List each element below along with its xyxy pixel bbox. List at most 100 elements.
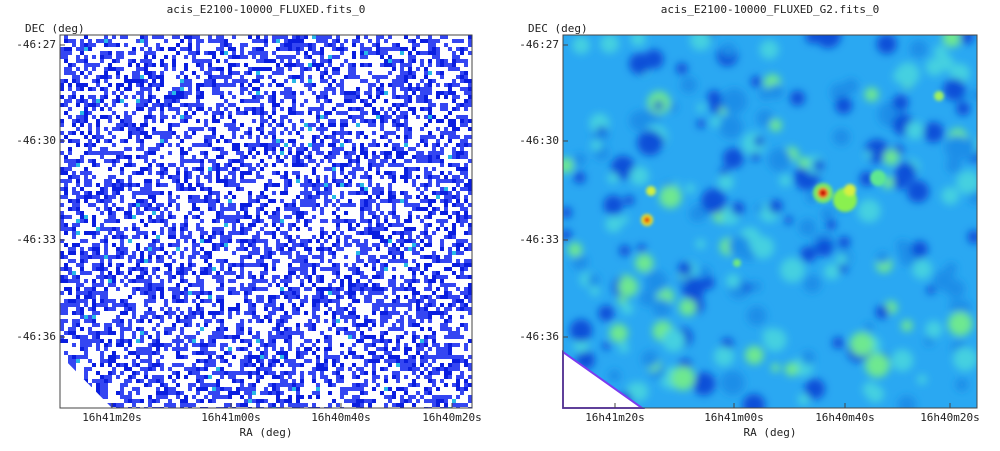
pixel: [108, 331, 112, 335]
pixel: [256, 399, 260, 403]
pixel: [324, 375, 328, 379]
pixel: [136, 207, 140, 211]
pixel: [436, 71, 440, 75]
pixel: [144, 231, 148, 235]
pixel: [72, 39, 76, 43]
pixel: [308, 339, 312, 343]
pixel: [420, 79, 424, 83]
pixel: [436, 183, 440, 187]
pixel: [112, 211, 116, 215]
pixel: [192, 283, 196, 287]
pixel: [228, 127, 232, 131]
pixel: [112, 279, 116, 283]
pixel: [152, 191, 156, 195]
pixel: [100, 87, 104, 91]
pixel: [364, 35, 368, 39]
pixel: [212, 163, 216, 167]
pixel: [148, 359, 152, 363]
pixel: [116, 191, 120, 195]
pixel: [60, 123, 64, 127]
pixel: [396, 79, 400, 83]
pixel: [328, 151, 332, 155]
pixel: [136, 63, 140, 67]
pixel: [424, 75, 428, 79]
pixel: [220, 287, 224, 291]
pixel: [108, 379, 112, 383]
pixel: [260, 115, 264, 119]
pixel: [384, 111, 388, 115]
pixel: [212, 395, 216, 399]
pixel: [84, 63, 88, 67]
pixel: [392, 267, 396, 271]
pixel: [176, 271, 180, 275]
pixel: [72, 203, 76, 207]
pixel: [192, 335, 196, 339]
pixel: [432, 167, 436, 171]
pixel: [116, 319, 120, 323]
pixel: [68, 51, 72, 55]
pixel: [408, 203, 412, 207]
pixel: [232, 83, 236, 87]
pixel: [424, 375, 428, 379]
pixel: [440, 187, 444, 191]
pixel: [264, 91, 268, 95]
pixel: [364, 295, 368, 299]
blob: [838, 236, 851, 249]
pixel: [268, 251, 272, 255]
pixel: [448, 343, 452, 347]
pixel: [360, 339, 364, 343]
pixel: [228, 335, 232, 339]
pixel: [276, 207, 280, 211]
pixel: [116, 323, 120, 327]
pixel: [108, 323, 112, 327]
pixel: [208, 143, 212, 147]
pixel: [60, 319, 64, 323]
pixel: [268, 199, 272, 203]
pixel: [144, 67, 148, 71]
pixel: [188, 35, 192, 39]
pixel: [84, 171, 88, 175]
pixel: [172, 243, 176, 247]
pixel: [420, 39, 424, 43]
blob: [864, 321, 875, 332]
pixel: [444, 307, 448, 311]
pixel: [96, 387, 100, 391]
pixel: [380, 191, 384, 195]
pixel: [432, 47, 436, 51]
pixel: [272, 263, 276, 267]
pixel: [464, 63, 468, 67]
pixel: [432, 303, 436, 307]
pixel: [252, 147, 256, 151]
pixel: [228, 207, 232, 211]
pixel: [408, 99, 412, 103]
pixel: [444, 83, 448, 87]
pixel: [452, 335, 456, 339]
pixel: [72, 227, 76, 231]
pixel: [372, 367, 376, 371]
pixel: [352, 351, 356, 355]
pixel: [380, 239, 384, 243]
pixel: [120, 155, 124, 159]
pixel: [176, 287, 180, 291]
pixel: [304, 323, 308, 327]
pixel: [280, 351, 284, 355]
pixel: [148, 363, 152, 367]
pixel: [268, 95, 272, 99]
blob: [696, 119, 706, 129]
pixel: [288, 363, 292, 367]
pixel: [320, 183, 324, 187]
pixel: [364, 287, 368, 291]
pixel: [268, 295, 272, 299]
pixel: [368, 351, 372, 355]
pixel: [408, 383, 412, 387]
pixel: [88, 315, 92, 319]
pixel: [116, 123, 120, 127]
pixel: [228, 363, 232, 367]
pixel: [240, 223, 244, 227]
pixel: [348, 99, 352, 103]
pixel: [244, 207, 248, 211]
pixel: [264, 251, 268, 255]
pixel: [184, 279, 188, 283]
blob: [680, 76, 698, 94]
pixel: [260, 59, 264, 63]
